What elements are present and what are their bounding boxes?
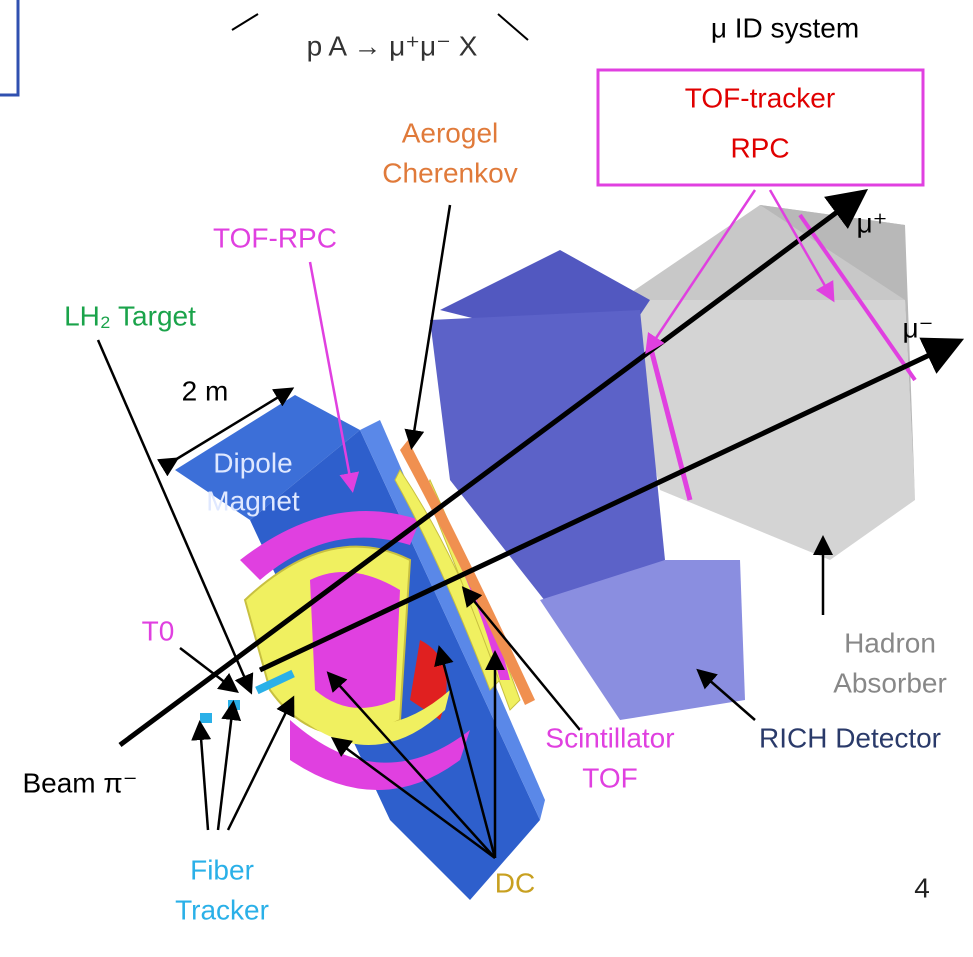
dc-label: DC <box>495 867 535 898</box>
aerogel-label: Cherenkov <box>382 157 517 188</box>
formula: p A → μ⁺μ⁻ X <box>307 30 478 61</box>
scint-label: TOF <box>582 762 637 793</box>
beam-label: Beam π⁻ <box>22 767 137 798</box>
scale-label: 2 m <box>182 375 229 406</box>
hadron-label: Hadron <box>844 627 936 658</box>
rich-label: RICH Detector <box>759 722 941 753</box>
page-number: 4 <box>914 872 930 903</box>
slide: p A → μ⁺μ⁻ X <box>0 0 973 957</box>
t0-label: T0 <box>142 615 175 646</box>
id-system-title: μ ID system <box>711 12 859 43</box>
dipole-label: Dipole <box>213 447 292 478</box>
hadron-label: Absorber <box>833 667 947 698</box>
mu-plus-label: μ⁺ <box>857 207 888 238</box>
cut-box <box>0 0 18 95</box>
box-line: RPC <box>730 132 789 163</box>
tof-rpc-label: TOF-RPC <box>213 222 337 253</box>
box-line: TOF-tracker <box>685 82 835 113</box>
fiber-label: Fiber <box>190 854 254 885</box>
lh2-label: LH₂ Target <box>64 300 196 331</box>
aerogel-label: Aerogel <box>402 117 499 148</box>
scint-label: Scintillator <box>545 722 674 753</box>
mu-minus-label: μ⁻ <box>903 312 934 343</box>
fiber-label: Tracker <box>175 894 269 925</box>
dipole-label: Magnet <box>206 485 300 516</box>
